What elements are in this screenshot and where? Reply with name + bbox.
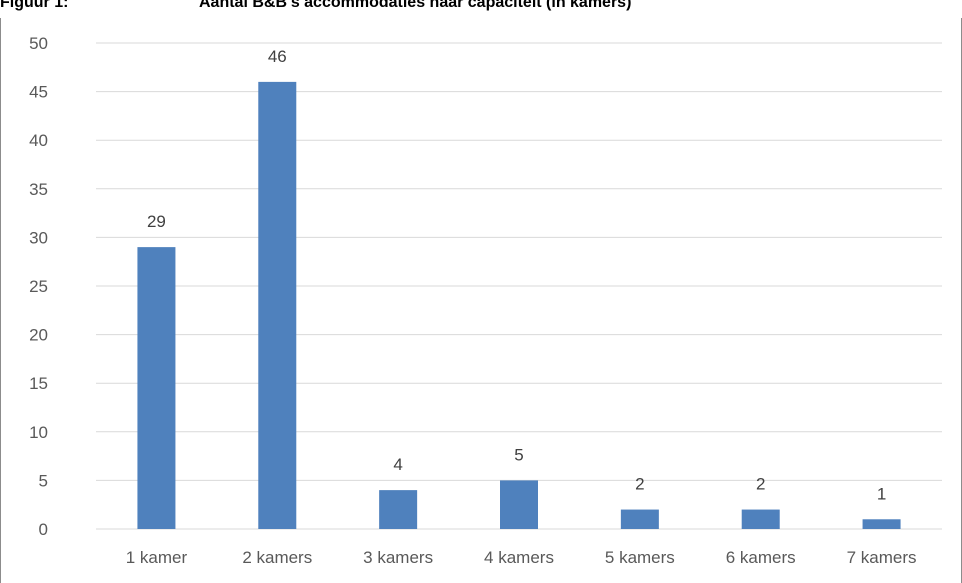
y-tick-label: 45 xyxy=(29,83,48,102)
y-tick-label: 20 xyxy=(29,326,48,345)
x-tick-label: 7 kamers xyxy=(847,548,917,567)
gridlines xyxy=(96,42,942,530)
y-tick-label: 15 xyxy=(29,374,48,393)
x-tick-label: 6 kamers xyxy=(726,548,796,567)
x-tick-label: 2 kamers xyxy=(242,548,312,567)
bar xyxy=(137,247,176,529)
data-labels: 29 46 4 5 2 2 1 xyxy=(147,47,886,503)
y-tick-label: 35 xyxy=(29,180,48,199)
data-label: 2 xyxy=(635,475,644,494)
bar xyxy=(862,519,901,529)
x-tick-label: 5 kamers xyxy=(605,548,675,567)
data-label: 29 xyxy=(147,212,166,231)
y-tick-label: 40 xyxy=(29,131,48,150)
bar xyxy=(741,509,780,529)
data-label: 5 xyxy=(514,445,523,464)
x-tick-label: 3 kamers xyxy=(363,548,433,567)
bar xyxy=(379,490,418,529)
bar xyxy=(620,509,659,529)
x-tick-label: 4 kamers xyxy=(484,548,554,567)
data-label: 46 xyxy=(268,47,287,66)
bars xyxy=(137,81,901,529)
y-tick-label: 30 xyxy=(29,228,48,247)
y-tick-label: 50 xyxy=(29,34,48,53)
data-label: 1 xyxy=(877,484,886,503)
y-tick-label: 5 xyxy=(39,471,48,490)
x-tick-label: 1 kamer xyxy=(126,548,188,567)
y-tick-label: 25 xyxy=(29,277,48,296)
y-tick-label: 0 xyxy=(39,520,48,539)
data-label: 4 xyxy=(393,455,402,474)
y-tick-label: 10 xyxy=(29,423,48,442)
y-axis-ticks: 0 5 10 15 20 25 30 35 40 45 50 xyxy=(29,34,48,539)
bar xyxy=(258,81,297,529)
x-axis-ticks: 1 kamer 2 kamers 3 kamers 4 kamers 5 kamers 6… xyxy=(126,548,917,567)
figure-label: Figuur 1: xyxy=(0,0,69,11)
data-label: 2 xyxy=(756,475,765,494)
bar xyxy=(500,480,538,529)
chart-title: Aantal B&B's accommodaties naar capacite… xyxy=(199,0,632,11)
figure-caption: Figuur 1: Aantal B&B's accommodaties naa… xyxy=(0,0,962,14)
